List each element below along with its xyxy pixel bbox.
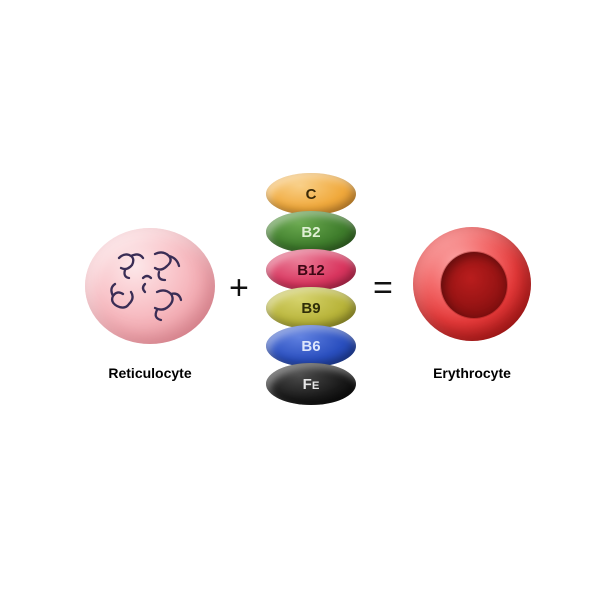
pill-label: B12 xyxy=(297,262,325,279)
erythrocyte-cell xyxy=(413,227,531,341)
pill-label: B9 xyxy=(301,300,320,317)
pill-label: C xyxy=(306,186,317,203)
pill-b2: B2 xyxy=(266,211,356,253)
pill-label: FE xyxy=(303,376,320,393)
plus-text: + xyxy=(229,269,249,307)
pill-c: C xyxy=(266,173,356,215)
equals-text: = xyxy=(373,269,393,307)
reticulocyte-body xyxy=(85,228,215,344)
diagram-stage: + C B2 B12 B9 B6 FE = Reticulocyte Erythrocyt… xyxy=(0,0,600,600)
vitamin-pill-stack: C B2 B12 B9 B6 FE xyxy=(266,173,356,401)
reticulocyte-cell xyxy=(85,228,215,344)
pill-b6: B6 xyxy=(266,325,356,367)
plus-operator: + xyxy=(229,271,249,305)
reticulocyte-label: Reticulocyte xyxy=(75,365,225,381)
pill-label: B6 xyxy=(301,338,320,355)
erythrocyte-body xyxy=(413,227,531,341)
pill-label: B2 xyxy=(301,224,320,241)
equals-operator: = xyxy=(373,271,393,305)
pill-b9: B9 xyxy=(266,287,356,329)
erythrocyte-label: Erythrocyte xyxy=(397,365,547,381)
pill-b12: B12 xyxy=(266,249,356,291)
erythrocyte-center xyxy=(441,252,507,318)
pill-fe: FE xyxy=(266,363,356,405)
